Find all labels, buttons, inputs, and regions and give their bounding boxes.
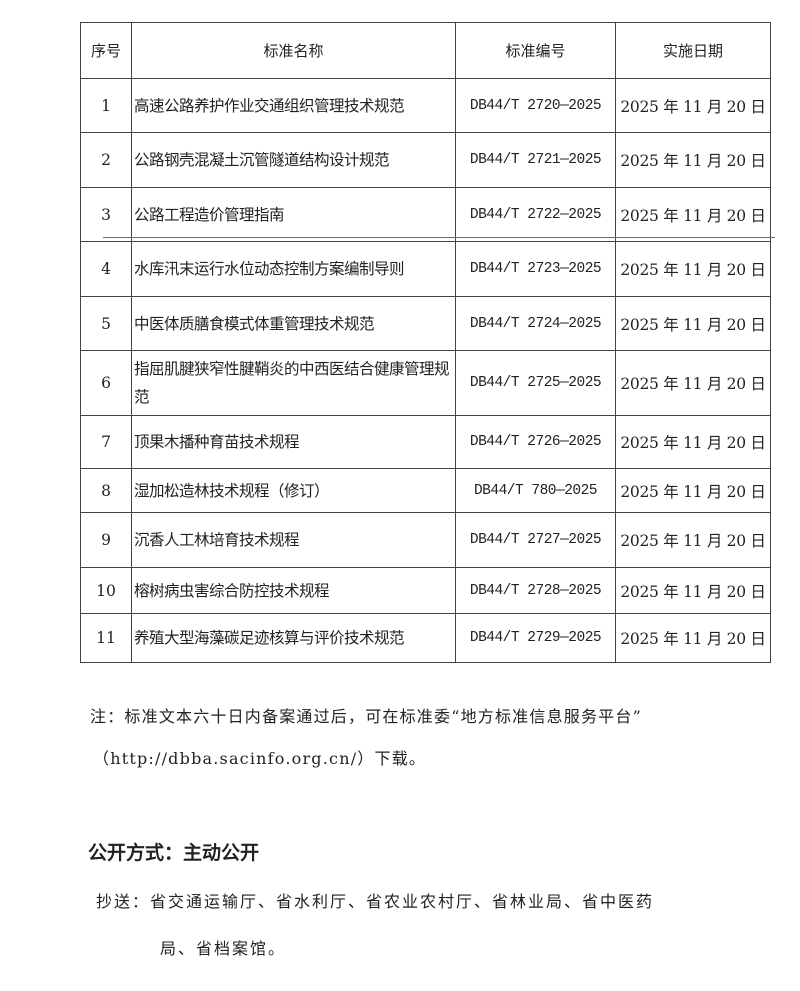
header-no: 序号	[80, 22, 132, 79]
row-number: 1	[80, 78, 132, 133]
standard-code: DB44/T 2721—2025	[455, 132, 616, 188]
cc-line-1: 抄送：省交通运输厅、省水利厅、省农业农村厅、省林业局、省中医药	[96, 892, 655, 911]
implementation-date: 2025 年 11 月 20 日	[615, 241, 771, 297]
implementation-date: 2025 年 11 月 20 日	[615, 512, 771, 568]
standard-name: 公路工程造价管理指南	[131, 187, 456, 242]
red-annotation-line	[103, 237, 775, 238]
row-number: 3	[80, 187, 132, 242]
table-row: 2 公路钢壳混凝土沉管隧道结构设计规范 DB44/T 2721—2025 2025 年…	[80, 132, 771, 188]
standards-table: 序号 标准名称 标准编号 实施日期 1 高速公路养护作业交通组织管理技术规范 DB4…	[80, 22, 771, 663]
implementation-date: 2025 年 11 月 20 日	[615, 78, 771, 133]
disclosure-method: 公开方式：主动公开	[88, 842, 260, 864]
header-date: 实施日期	[615, 22, 771, 79]
standard-code: DB44/T 2723—2025	[455, 241, 616, 297]
table-row: 7 顶果木播种育苗技术规程 DB44/T 2726—2025 2025 年 11 月 …	[80, 415, 771, 469]
standard-name: 高速公路养护作业交通组织管理技术规范	[131, 78, 456, 133]
table-row: 10 榕树病虫害综合防控技术规程 DB44/T 2728—2025 2025 年 11…	[80, 567, 771, 614]
standard-code: DB44/T 2722—2025	[455, 187, 616, 242]
table-row: 3 公路工程造价管理指南 DB44/T 2722—2025 2025 年 11 月 2…	[80, 187, 771, 242]
row-number: 8	[80, 468, 132, 513]
standard-code: DB44/T 2726—2025	[455, 415, 616, 469]
standard-name: 指屈肌腱狭窄性腱鞘炎的中西医结合健康管理规范	[131, 350, 456, 416]
standard-code: DB44/T 780—2025	[455, 468, 616, 513]
implementation-date: 2025 年 11 月 20 日	[615, 468, 771, 513]
implementation-date: 2025 年 11 月 20 日	[615, 350, 771, 416]
note-line-1: 注：标准文本六十日内备案通过后，可在标准委“地方标准信息服务平台”	[90, 707, 642, 726]
header-name: 标准名称	[131, 22, 456, 79]
implementation-date: 2025 年 11 月 20 日	[615, 613, 771, 663]
row-number: 5	[80, 296, 132, 351]
cc-line-2: 局、省档案馆。	[160, 939, 287, 958]
implementation-date: 2025 年 11 月 20 日	[615, 567, 771, 614]
standard-name: 湿加松造林技术规程（修订）	[131, 468, 456, 513]
implementation-date: 2025 年 11 月 20 日	[615, 296, 771, 351]
row-number: 6	[80, 350, 132, 416]
header-code: 标准编号	[455, 22, 616, 79]
implementation-date: 2025 年 11 月 20 日	[615, 415, 771, 469]
table-row: 5 中医体质膳食模式体重管理技术规范 DB44/T 2724—2025 2025 年 …	[80, 296, 771, 351]
standard-name: 水库汛末运行水位动态控制方案编制导则	[131, 241, 456, 297]
standard-code: DB44/T 2727—2025	[455, 512, 616, 568]
row-number: 7	[80, 415, 132, 469]
table-row: 6 指屈肌腱狭窄性腱鞘炎的中西医结合健康管理规范 DB44/T 2725—2025 2…	[80, 350, 771, 416]
row-number: 2	[80, 132, 132, 188]
table-row: 4 水库汛末运行水位动态控制方案编制导则 DB44/T 2723—2025 2025 …	[80, 241, 771, 297]
standard-name: 沉香人工林培育技术规程	[131, 512, 456, 568]
standard-name: 顶果木播种育苗技术规程	[131, 415, 456, 469]
row-number: 9	[80, 512, 132, 568]
note-line-2: （http://dbba.sacinfo.org.cn/）下载。	[93, 749, 427, 768]
standard-code: DB44/T 2729—2025	[455, 613, 616, 663]
standard-name: 榕树病虫害综合防控技术规程	[131, 567, 456, 614]
standard-name: 公路钢壳混凝土沉管隧道结构设计规范	[131, 132, 456, 188]
row-number: 10	[80, 567, 132, 614]
row-number: 4	[80, 241, 132, 297]
row-number: 11	[80, 613, 132, 663]
standard-name: 中医体质膳食模式体重管理技术规范	[131, 296, 456, 351]
implementation-date: 2025 年 11 月 20 日	[615, 187, 771, 242]
table-header-row: 序号 标准名称 标准编号 实施日期	[80, 22, 771, 79]
table-row: 1 高速公路养护作业交通组织管理技术规范 DB44/T 2720—2025 2025 …	[80, 78, 771, 133]
standard-code: DB44/T 2724—2025	[455, 296, 616, 351]
table-row: 9 沉香人工林培育技术规程 DB44/T 2727—2025 2025 年 11 月 …	[80, 512, 771, 568]
implementation-date: 2025 年 11 月 20 日	[615, 132, 771, 188]
standard-code: DB44/T 2728—2025	[455, 567, 616, 614]
table-row: 11 养殖大型海藻碳足迹核算与评价技术规范 DB44/T 2729—2025 2025…	[80, 613, 771, 663]
table-row: 8 湿加松造林技术规程（修订） DB44/T 780—2025 2025 年 11 月…	[80, 468, 771, 513]
standard-name: 养殖大型海藻碳足迹核算与评价技术规范	[131, 613, 456, 663]
standard-code: DB44/T 2720—2025	[455, 78, 616, 133]
standard-code: DB44/T 2725—2025	[455, 350, 616, 416]
